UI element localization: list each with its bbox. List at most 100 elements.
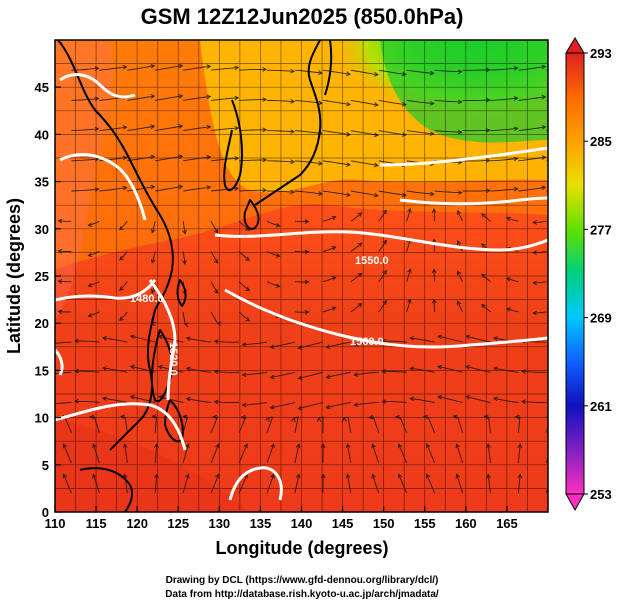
streamline [210,281,219,294]
streamline-arrow [206,94,212,100]
y-tick-label: 40 [35,127,49,142]
streamline [155,185,183,192]
streamline-arrow [325,404,331,410]
streamline [350,69,378,76]
coast-philippines-south [164,399,184,443]
streamline-arrow [532,310,537,316]
streamline [71,158,99,162]
streamline-arrow [532,220,537,225]
contour-southeast [228,466,283,501]
streamline [266,99,295,103]
streamline-arrow [431,268,437,274]
coast-japan [254,40,322,206]
streamline-arrow [213,339,219,344]
streamline-arrow [493,366,498,371]
y-tick-label: 25 [35,269,49,284]
streamline [102,337,128,343]
streamline-arrow [345,473,351,479]
streamline-arrow [541,125,547,130]
streamline [119,311,128,321]
streamline [490,188,518,192]
streamline-arrow [304,309,310,315]
streamline [151,221,156,233]
streamline [119,281,128,291]
coast-sakhalin [324,40,333,96]
streamline-arrow [407,207,412,213]
streamline [298,402,324,410]
streamline-arrow [346,162,351,167]
streamline [58,310,72,313]
streamline-arrow [245,316,251,322]
streamline [406,208,411,222]
streamline [322,216,336,222]
streamline [354,402,379,406]
streamline-arrow [457,69,463,74]
streamline-arrow [57,309,63,315]
streamline-arrow [74,368,79,374]
streamline-arrow [47,342,51,346]
streamline [127,65,155,71]
streamline [406,238,411,252]
streamline-arrow [353,341,359,347]
streamline [350,273,362,283]
streamline-arrow [455,473,460,479]
streamline-arrow [275,223,281,228]
streamline-arrow [129,334,135,340]
streamline [71,98,99,101]
streamline-arrow [304,219,310,224]
streamline-arrow [493,336,498,341]
streamline-arrow [429,191,435,197]
streamline-arrow [331,276,337,281]
streamline [521,400,547,403]
streamline [266,69,295,72]
x-tick-label: 130 [208,516,230,531]
streamline [322,69,351,75]
streamline-arrow [206,185,212,190]
streamline-arrow [345,443,351,449]
streamline-arrow [213,399,219,405]
streamline [322,99,351,106]
streamline [183,156,211,162]
streamline [182,251,186,264]
streamline [410,367,435,373]
streamline-arrow [270,473,275,479]
streamline-arrow [374,102,379,107]
streamline [372,474,380,494]
colorbar-tick-label: 285 [590,134,612,149]
streamline-arrow [486,443,491,449]
x-tick-label: 165 [496,516,518,531]
streamline [210,416,219,433]
colorbar-tick-label: 277 [590,222,612,237]
streamline [406,299,411,313]
streamline [75,400,100,403]
colorbar-bottom-arrow [565,493,585,512]
streamline-arrow [234,125,240,131]
streamline [55,341,72,344]
streamline [378,69,406,75]
streamline [99,66,127,71]
streamline [266,416,274,433]
streamline-arrow [234,186,240,191]
streamline-arrow [262,127,268,133]
credit-data: Data from http://database.rish.kyoto-u.a… [165,589,439,600]
contour-south-left [55,402,187,451]
streamline-arrow [262,157,268,163]
y-axis-ticks: 0 5 10 15 20 25 30 35 40 45 [35,80,61,520]
streamline [63,444,72,464]
streamline-arrow [409,366,415,371]
streamline-arrow [457,300,462,306]
y-tick-label: 5 [42,458,49,473]
lat-lon-grid [55,40,548,512]
streamline-arrow [269,344,275,350]
streamline-arrow [331,215,337,221]
streamline [457,271,463,282]
streamline [298,371,324,379]
streamline [127,155,155,162]
streamline [434,130,462,133]
colorbar: 293 285 277 269 261 253 [565,37,612,512]
streamline [343,416,352,433]
streamline-arrow [353,402,359,407]
streamline-arrow [331,246,337,251]
x-tick-label: 115 [86,516,107,531]
streamline [71,188,99,192]
